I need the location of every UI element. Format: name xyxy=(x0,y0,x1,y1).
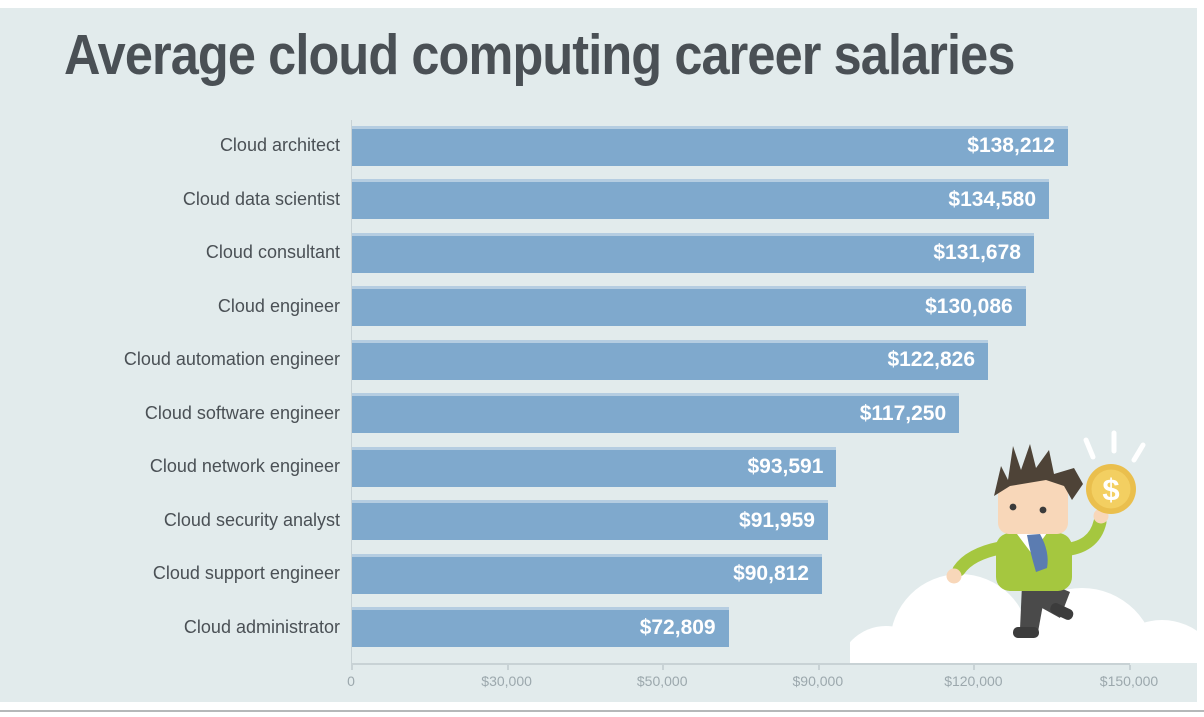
bar-track: $90,812 xyxy=(351,553,1129,594)
right-eye xyxy=(1039,506,1047,514)
bar-track: $134,580 xyxy=(351,179,1129,220)
category-label: Cloud consultant xyxy=(205,242,340,263)
bar-track: $91,959 xyxy=(351,500,1129,541)
category-label: Cloud architect xyxy=(219,135,340,156)
salary-bar: $90,812 xyxy=(351,553,822,594)
coin-rays-icon xyxy=(1083,430,1146,463)
bar-row: Cloud software engineer $117,250 xyxy=(0,387,1129,441)
bar-row: Cloud engineer $130,086 xyxy=(0,280,1129,334)
category-label: Cloud network engineer xyxy=(149,456,340,477)
salary-bar: $131,678 xyxy=(351,232,1034,273)
category-label: Cloud engineer xyxy=(217,295,340,316)
salary-bar: $117,250 xyxy=(351,393,960,434)
x-axis-tick xyxy=(1129,665,1131,670)
salary-value-label: $134,580 xyxy=(948,187,1037,211)
back-shoe xyxy=(1050,603,1074,620)
bar-row: Cloud automation engineer $122,826 xyxy=(0,333,1129,387)
bar-chart: Cloud architect $138,212 Cloud data scient… xyxy=(0,119,1129,654)
front-shoe xyxy=(1013,627,1039,638)
bar-track: $122,826 xyxy=(351,339,1129,380)
salary-bar: $138,212 xyxy=(351,125,1068,166)
bar-row: Cloud support engineer $90,812 xyxy=(0,547,1129,601)
x-axis-tick-label: $90,000 xyxy=(792,673,844,689)
category-label: Cloud software engineer xyxy=(144,402,340,423)
bottom-divider xyxy=(0,710,1204,712)
bar-track: $72,809 xyxy=(351,607,1129,648)
left-eye xyxy=(1009,503,1017,511)
bar-track: $131,678 xyxy=(351,232,1129,273)
category-label: Cloud automation engineer xyxy=(123,349,340,370)
face xyxy=(998,480,1068,534)
bar-row: Cloud data scientist $134,580 xyxy=(0,173,1129,227)
category-label: Cloud support engineer xyxy=(152,563,340,584)
bar-track: $117,250 xyxy=(351,393,1129,434)
salary-bar: $134,580 xyxy=(351,179,1050,220)
bar-row: Cloud consultant $131,678 xyxy=(0,226,1129,280)
salary-bar: $72,809 xyxy=(351,607,729,648)
tie xyxy=(1027,534,1048,572)
bar-track: $138,212 xyxy=(351,125,1129,166)
x-axis-tick-label: $120,000 xyxy=(944,673,1003,689)
man-on-cloud-illustration: $ xyxy=(850,430,1197,663)
salary-value-label: $91,959 xyxy=(739,508,815,532)
bar-row: Cloud administrator $72,809 xyxy=(0,601,1129,655)
dollar-coin-icon: $ xyxy=(1086,464,1136,514)
x-axis-line xyxy=(351,663,1130,665)
x-axis-tick xyxy=(662,665,665,670)
salary-value-label: $72,809 xyxy=(639,615,716,639)
salary-value-label: $138,212 xyxy=(967,134,1055,158)
salary-value-label: $117,250 xyxy=(859,401,947,425)
salary-value-label: $130,086 xyxy=(925,294,1013,318)
coin-dollar-symbol: $ xyxy=(1102,472,1119,507)
salary-value-label: $90,812 xyxy=(733,562,809,586)
bar-track: $93,591 xyxy=(351,446,1129,487)
bar-row: Cloud network engineer $93,591 xyxy=(0,440,1129,494)
salary-value-label: $93,591 xyxy=(747,455,824,479)
y-axis-line xyxy=(351,120,352,663)
category-label: Cloud administrator xyxy=(183,616,340,637)
cartoon-man xyxy=(946,444,1109,638)
x-axis-tick-label: $50,000 xyxy=(636,673,688,689)
x-axis-tick xyxy=(351,665,353,670)
infographic-panel: Average cloud computing career salaries … xyxy=(0,8,1197,702)
left-arm xyxy=(952,541,1007,577)
category-label: Cloud security analyst xyxy=(163,509,340,530)
x-axis-tick-label: $150,000 xyxy=(1099,673,1159,689)
salary-bar: $91,959 xyxy=(351,500,828,541)
bar-row: Cloud architect $138,212 xyxy=(0,119,1129,173)
chart-title: Average cloud computing career salaries xyxy=(64,23,1015,87)
category-label: Cloud data scientist xyxy=(182,188,340,209)
x-axis-tick xyxy=(973,665,976,670)
x-axis-tick xyxy=(817,665,820,670)
salary-bar: $93,591 xyxy=(351,446,837,487)
x-axis-tick-label: 0 xyxy=(347,673,355,689)
left-hand xyxy=(946,568,962,584)
salary-bar: $122,826 xyxy=(351,339,989,380)
salary-value-label: $122,826 xyxy=(887,348,976,372)
x-axis-tick xyxy=(506,665,509,670)
bar-track: $130,086 xyxy=(351,286,1129,327)
salary-value-label: $131,678 xyxy=(933,241,1021,265)
bar-row: Cloud security analyst $91,959 xyxy=(0,494,1129,548)
x-axis-tick-label: $30,000 xyxy=(481,673,532,689)
spiky-hair xyxy=(994,444,1083,500)
salary-bar: $130,086 xyxy=(351,286,1026,327)
front-leg xyxy=(1020,585,1046,632)
